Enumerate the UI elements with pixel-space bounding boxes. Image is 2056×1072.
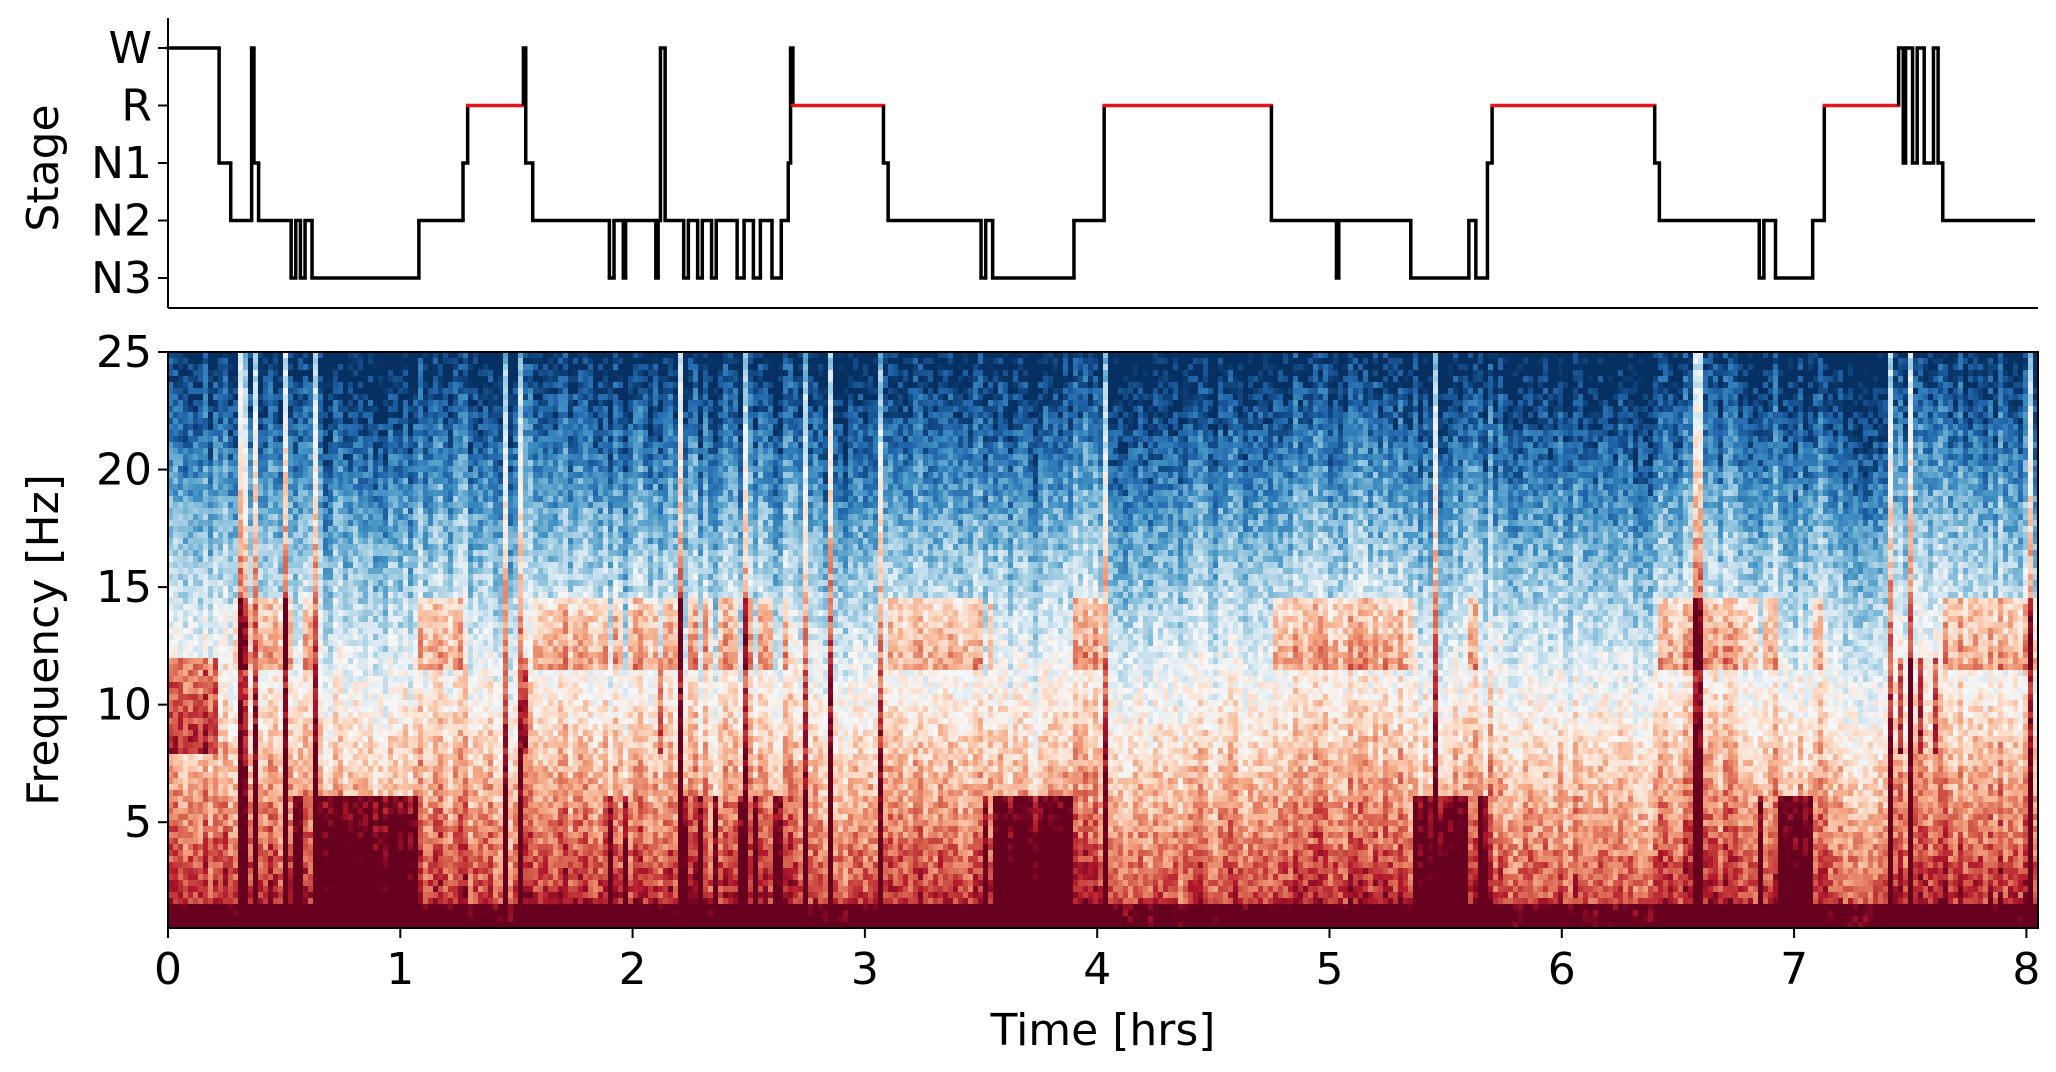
hypnogram-stage-label: N3: [91, 253, 152, 304]
x-tick-label: 6: [1548, 944, 1576, 995]
spectrogram-image: [168, 352, 2039, 929]
spectrogram-ylabel: Frequency [Hz]: [18, 474, 69, 806]
hypnogram-panel: WR N1 N2 N3 Stage: [18, 18, 2038, 309]
spectrogram-xlabel: Time [hrs]: [990, 1005, 1216, 1056]
y-tick-label: 20: [96, 445, 152, 496]
hypnogram-stage-label: N1: [91, 138, 152, 189]
x-tick-label: 5: [1315, 944, 1343, 995]
x-tick-label: 2: [619, 944, 647, 995]
hypnogram-stage-ticks: WR N1 N2 N3: [91, 23, 168, 304]
spectrogram-yticks: 5 10 15 20 25: [96, 327, 168, 848]
y-tick-label: 10: [96, 680, 152, 731]
x-tick-label: 4: [1083, 944, 1111, 995]
x-tick-label: 7: [1780, 944, 1808, 995]
x-tick-label: 1: [386, 944, 414, 995]
spectrogram-panel: 0 1 2 3 4 5 6 7 8 5 10 15 20 25 Time [hrs] Frequency…: [18, 327, 2040, 1056]
spectrogram-xticks: 0 1 2 3 4 5 6 7 8: [154, 928, 2040, 995]
spectrogram-frame: [167, 351, 2039, 929]
hypnogram-stage-label: W: [108, 23, 152, 74]
hypnogram-trace: [166, 46, 2036, 280]
x-tick-label: 3: [851, 944, 879, 995]
y-tick-label: 15: [96, 562, 152, 613]
x-tick-label: 0: [154, 944, 182, 995]
hypnogram-ylabel: Stage: [18, 104, 69, 231]
hypnogram-stage-label: R: [121, 81, 152, 132]
hypnogram-stage-label: N2: [91, 196, 152, 247]
y-tick-label: 25: [96, 327, 152, 378]
y-tick-label: 5: [124, 797, 152, 848]
x-tick-label: 8: [2012, 944, 2040, 995]
